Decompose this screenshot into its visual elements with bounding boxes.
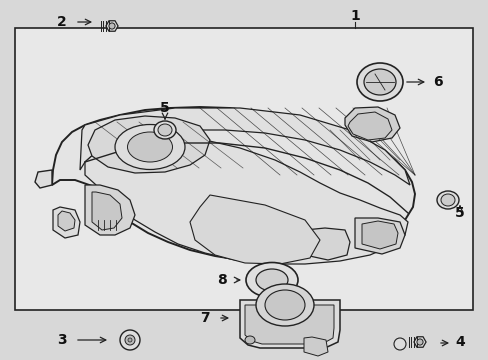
Text: 1: 1 — [349, 9, 359, 23]
Ellipse shape — [127, 132, 172, 162]
Polygon shape — [347, 112, 391, 140]
Polygon shape — [354, 218, 404, 254]
Polygon shape — [52, 107, 414, 262]
Polygon shape — [88, 116, 209, 173]
Polygon shape — [304, 337, 327, 356]
Ellipse shape — [154, 121, 176, 139]
Polygon shape — [85, 185, 135, 235]
Circle shape — [109, 23, 115, 29]
Polygon shape — [244, 305, 333, 344]
Text: 8: 8 — [217, 273, 226, 287]
Ellipse shape — [440, 194, 454, 206]
Circle shape — [416, 339, 422, 345]
Text: 3: 3 — [57, 333, 67, 347]
Ellipse shape — [256, 269, 287, 291]
Polygon shape — [190, 195, 319, 264]
Text: 5: 5 — [454, 206, 464, 220]
Ellipse shape — [363, 69, 395, 95]
Ellipse shape — [256, 284, 313, 326]
Circle shape — [393, 338, 405, 350]
Ellipse shape — [436, 191, 458, 209]
Circle shape — [120, 330, 140, 350]
Circle shape — [128, 338, 132, 342]
Ellipse shape — [158, 124, 172, 136]
Polygon shape — [240, 300, 339, 348]
Ellipse shape — [264, 290, 305, 320]
Polygon shape — [80, 108, 409, 185]
Polygon shape — [92, 192, 122, 230]
Polygon shape — [361, 221, 397, 249]
Bar — [15, 28, 472, 310]
Polygon shape — [85, 138, 407, 264]
Text: 7: 7 — [200, 311, 209, 325]
Ellipse shape — [244, 336, 254, 344]
Polygon shape — [305, 228, 349, 260]
Ellipse shape — [356, 63, 402, 101]
Text: 5: 5 — [160, 101, 169, 115]
Polygon shape — [35, 170, 52, 188]
Ellipse shape — [245, 262, 297, 297]
Polygon shape — [53, 207, 80, 238]
Text: 6: 6 — [432, 75, 442, 89]
Text: 2: 2 — [57, 15, 67, 29]
Polygon shape — [345, 107, 399, 142]
Circle shape — [125, 335, 135, 345]
Ellipse shape — [115, 125, 184, 170]
Polygon shape — [58, 211, 75, 231]
Text: 4: 4 — [454, 335, 464, 349]
